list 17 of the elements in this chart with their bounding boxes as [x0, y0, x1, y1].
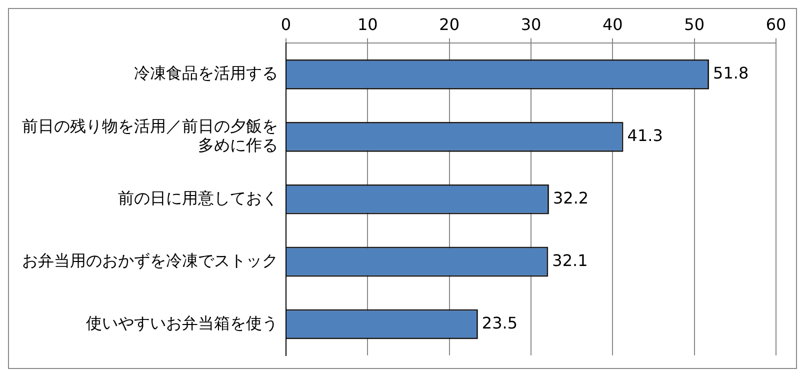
x-tick-label: 50	[684, 14, 705, 34]
data-label: 51.8	[713, 64, 749, 83]
y-tick-label: 前日の残り物を活用／前日の夕飯を多めに作る	[22, 116, 278, 155]
y-tick-label: 前の日に用意しておく	[118, 188, 278, 208]
y-tick-label: 冷凍食品を活用する	[134, 64, 278, 83]
x-tick-label: 20	[439, 14, 460, 34]
x-tick-label: 60	[766, 14, 786, 34]
x-tick-label: 0	[280, 14, 292, 34]
x-tick-label: 30	[520, 14, 542, 34]
y-tick-label: お弁当用のおかずを冷凍でストック	[22, 250, 278, 270]
x-tick-label: 10	[357, 14, 378, 34]
data-label: 32.2	[552, 188, 589, 208]
data-label: 32.1	[552, 250, 588, 270]
data-label: 41.3	[627, 126, 663, 146]
x-tick-label: 40	[602, 14, 623, 34]
data-label: 23.5	[482, 313, 518, 332]
y-tick-label: 使いやすいお弁当箱を使う	[86, 313, 278, 332]
